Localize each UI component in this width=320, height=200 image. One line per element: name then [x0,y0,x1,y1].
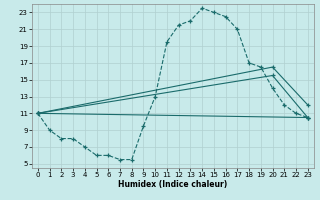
X-axis label: Humidex (Indice chaleur): Humidex (Indice chaleur) [118,180,228,189]
